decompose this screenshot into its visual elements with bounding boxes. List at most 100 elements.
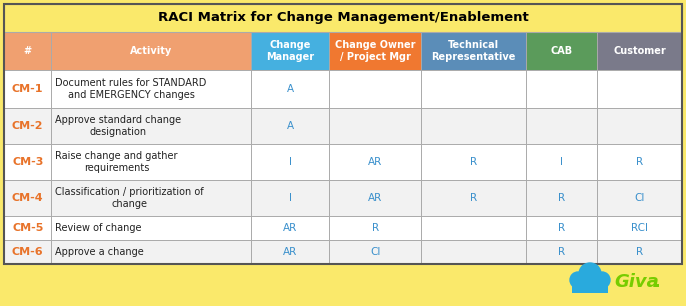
- Bar: [572, 279, 608, 293]
- Bar: [4, 216, 51, 240]
- Bar: [329, 180, 421, 216]
- Bar: [51, 240, 252, 264]
- Bar: [421, 108, 526, 144]
- Bar: [252, 70, 329, 108]
- Bar: [252, 70, 329, 108]
- Bar: [51, 144, 252, 180]
- Bar: [598, 240, 682, 264]
- Text: R: R: [558, 223, 565, 233]
- Bar: [252, 240, 329, 264]
- Bar: [526, 144, 598, 180]
- Bar: [421, 32, 526, 70]
- Bar: [329, 240, 421, 264]
- Text: Approve a change: Approve a change: [56, 247, 144, 257]
- Bar: [51, 70, 252, 108]
- Bar: [329, 144, 421, 180]
- Bar: [421, 240, 526, 264]
- Bar: [598, 216, 682, 240]
- Text: Change
Manager: Change Manager: [266, 40, 314, 62]
- Bar: [329, 180, 421, 216]
- Text: Approve standard change
designation: Approve standard change designation: [56, 115, 182, 137]
- Bar: [4, 180, 51, 216]
- Bar: [252, 108, 329, 144]
- Bar: [526, 32, 598, 70]
- Text: Activity: Activity: [130, 46, 173, 56]
- Bar: [526, 108, 598, 144]
- Text: AR: AR: [368, 193, 382, 203]
- Bar: [4, 70, 51, 108]
- Text: A: A: [287, 84, 294, 94]
- Text: I: I: [560, 157, 563, 167]
- Bar: [421, 108, 526, 144]
- Text: CM-4: CM-4: [12, 193, 43, 203]
- Bar: [329, 216, 421, 240]
- Bar: [526, 70, 598, 108]
- Text: Classification / prioritization of
change: Classification / prioritization of chang…: [56, 187, 204, 209]
- Text: Technical
Representative: Technical Representative: [431, 40, 516, 62]
- Bar: [51, 180, 252, 216]
- Bar: [421, 216, 526, 240]
- Bar: [329, 144, 421, 180]
- Bar: [421, 180, 526, 216]
- Bar: [598, 144, 682, 180]
- Text: AR: AR: [283, 247, 298, 257]
- Bar: [421, 70, 526, 108]
- Text: I: I: [289, 193, 292, 203]
- Bar: [526, 70, 598, 108]
- Bar: [598, 108, 682, 144]
- Bar: [4, 180, 51, 216]
- Bar: [252, 180, 329, 216]
- Bar: [252, 144, 329, 180]
- Text: Giva: Giva: [614, 273, 659, 291]
- Text: Change Owner
/ Project Mgr: Change Owner / Project Mgr: [335, 40, 416, 62]
- Bar: [598, 32, 682, 70]
- Bar: [526, 108, 598, 144]
- Bar: [4, 4, 682, 32]
- Bar: [329, 32, 421, 70]
- Text: CM-3: CM-3: [12, 157, 43, 167]
- Text: .: .: [653, 273, 660, 291]
- Bar: [421, 216, 526, 240]
- Text: Review of change: Review of change: [56, 223, 142, 233]
- Bar: [4, 70, 51, 108]
- Bar: [51, 180, 252, 216]
- Text: R: R: [636, 157, 643, 167]
- Circle shape: [594, 272, 610, 288]
- Text: Customer: Customer: [613, 46, 666, 56]
- Bar: [421, 32, 526, 70]
- Text: RACI Matrix for Change Management/Enablement: RACI Matrix for Change Management/Enable…: [158, 12, 528, 24]
- Text: R: R: [470, 193, 477, 203]
- Text: CAB: CAB: [551, 46, 573, 56]
- Text: CM-5: CM-5: [12, 223, 43, 233]
- Bar: [526, 240, 598, 264]
- Text: AR: AR: [368, 157, 382, 167]
- Circle shape: [570, 272, 586, 288]
- Bar: [598, 70, 682, 108]
- Bar: [4, 4, 682, 264]
- Bar: [421, 144, 526, 180]
- Bar: [252, 144, 329, 180]
- Bar: [252, 32, 329, 70]
- Bar: [526, 216, 598, 240]
- Text: RCI: RCI: [631, 223, 648, 233]
- Bar: [329, 108, 421, 144]
- Bar: [329, 108, 421, 144]
- Bar: [252, 216, 329, 240]
- Bar: [598, 108, 682, 144]
- Bar: [329, 240, 421, 264]
- Text: CI: CI: [370, 247, 381, 257]
- Bar: [51, 216, 252, 240]
- Bar: [4, 240, 51, 264]
- Bar: [526, 240, 598, 264]
- Text: R: R: [558, 247, 565, 257]
- Bar: [598, 32, 682, 70]
- Bar: [4, 32, 51, 70]
- Bar: [4, 4, 682, 32]
- Bar: [51, 216, 252, 240]
- Bar: [526, 144, 598, 180]
- Text: AR: AR: [283, 223, 298, 233]
- Text: R: R: [470, 157, 477, 167]
- Text: I: I: [289, 157, 292, 167]
- Bar: [51, 108, 252, 144]
- Bar: [51, 240, 252, 264]
